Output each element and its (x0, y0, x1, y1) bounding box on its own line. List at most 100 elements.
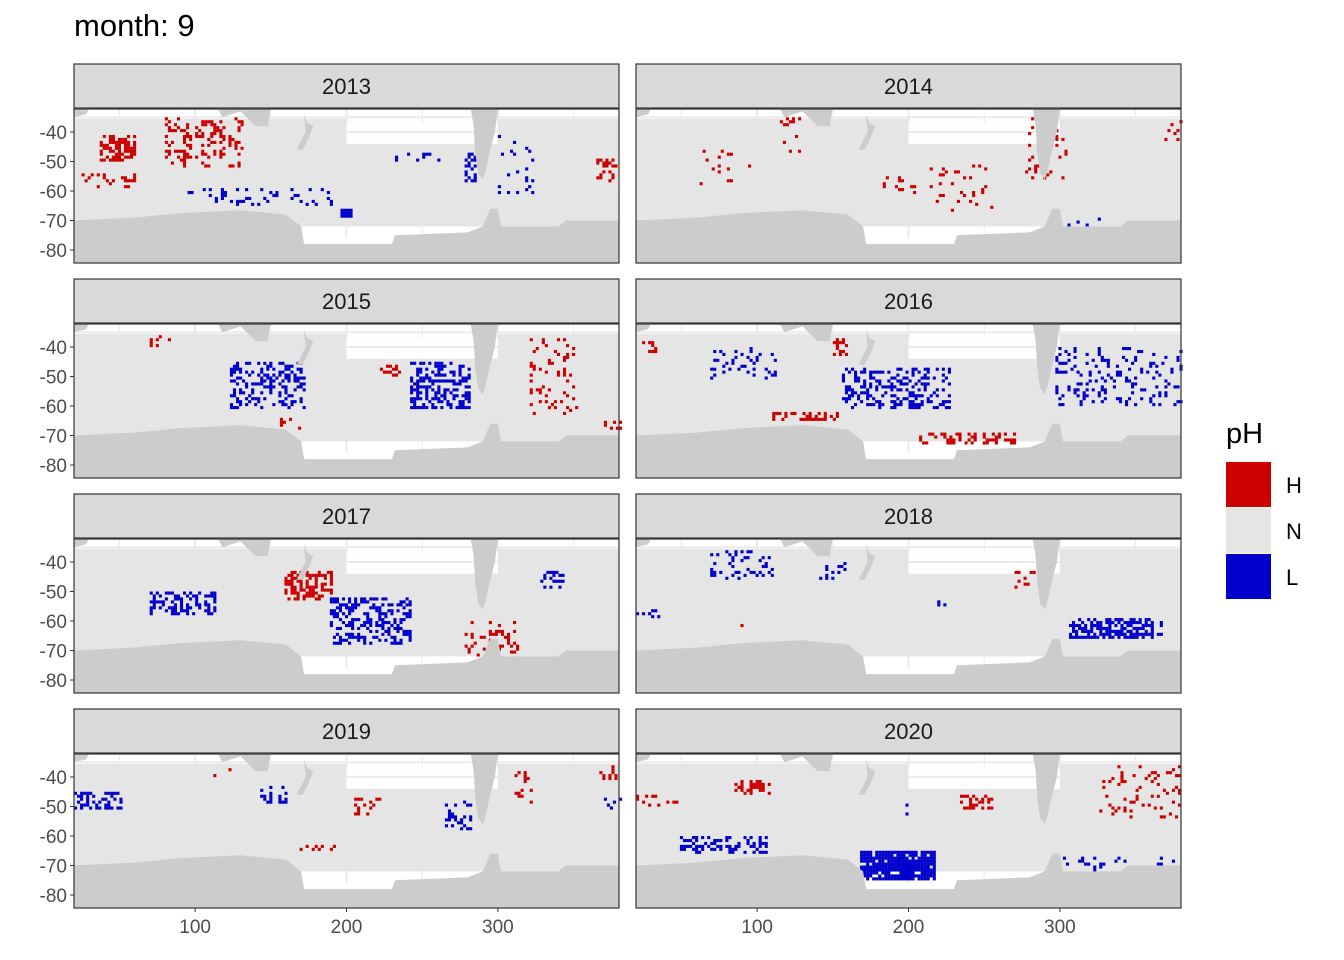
anomaly-cell-l (1061, 394, 1065, 398)
anomaly-cell-h (130, 155, 134, 159)
anomaly-cell-l (1090, 621, 1094, 625)
anomaly-cell-h (740, 785, 744, 789)
anomaly-cell-l (1124, 358, 1129, 362)
anomaly-cell-l (467, 394, 471, 398)
anomaly-cell-l (929, 874, 933, 878)
anomaly-cell-l (349, 214, 353, 218)
anomaly-cell-l (728, 367, 732, 371)
anomaly-cell-l (1144, 623, 1148, 628)
anomaly-cell-l (648, 612, 652, 616)
anomaly-cell-l (890, 388, 894, 392)
anomaly-cell-l (908, 400, 912, 404)
anomaly-cell-l (229, 394, 234, 398)
anomaly-cell-h (394, 364, 399, 368)
anomaly-cell-h (314, 591, 318, 595)
anomaly-cell-l (210, 591, 214, 595)
anomaly-cell-h (287, 597, 291, 601)
anomaly-cell-l (251, 388, 255, 392)
anomaly-cell-l (399, 603, 403, 607)
anomaly-cell-h (817, 417, 821, 421)
anomaly-cell-l (1103, 388, 1107, 392)
anomaly-cell-l (869, 394, 873, 398)
anomaly-cell-l (905, 862, 909, 866)
anomaly-cell-h (782, 140, 786, 144)
anomaly-cell-h (114, 158, 118, 162)
anomaly-cell-h (308, 576, 312, 580)
anomaly-cell-l (905, 370, 909, 374)
anomaly-cell-l (402, 629, 406, 633)
anomaly-cell-l (1084, 635, 1088, 639)
anomaly-cell-l (716, 358, 720, 362)
anomaly-cell-l (284, 403, 288, 407)
anomaly-cell-l (770, 573, 774, 577)
anomaly-cell-l (896, 367, 900, 371)
anomaly-cell-l (866, 853, 870, 857)
anomaly-cell-l (761, 556, 765, 560)
anomaly-cell-l (905, 812, 909, 816)
anomaly-cell-l (1152, 376, 1156, 380)
anomaly-cell-l (875, 379, 879, 383)
anomaly-cell-l (941, 379, 945, 383)
anomaly-cell-l (257, 397, 261, 401)
anomaly-cell-l (242, 379, 246, 383)
anomaly-cell-h (953, 170, 958, 174)
anomaly-cell-l (195, 597, 199, 601)
anomaly-cell-l (416, 388, 420, 392)
anomaly-cell-l (525, 167, 529, 171)
anomaly-cell-h (829, 414, 833, 418)
anomaly-cell-h (237, 120, 241, 124)
facet-strip (635, 493, 1182, 539)
anomaly-cell-l (920, 859, 924, 863)
anomaly-cell-l (905, 803, 909, 807)
anomaly-cell-h (514, 774, 518, 778)
anomaly-cell-l (1090, 623, 1094, 628)
anomaly-cell-h (111, 158, 115, 162)
anomaly-cell-h (529, 379, 533, 383)
y-tick-label: -80 (40, 241, 67, 262)
anomaly-cell-l (473, 164, 477, 168)
anomaly-cell-l (728, 553, 732, 557)
anomaly-cell-l (920, 394, 924, 398)
anomaly-cell-l (232, 388, 237, 392)
anomaly-cell-l (929, 862, 933, 866)
anomaly-cell-l (1161, 361, 1165, 365)
anomaly-cell-l (863, 379, 867, 383)
anomaly-cell-l (422, 403, 426, 407)
no-data-area (908, 123, 1060, 144)
anomaly-cell-l (98, 800, 102, 804)
anomaly-cell-h (1037, 164, 1041, 168)
anomaly-cell-l (737, 844, 741, 848)
anomaly-cell-l (260, 794, 264, 798)
anomaly-cell-h (651, 794, 655, 798)
anomaly-cell-l (464, 379, 468, 383)
anomaly-cell-l (170, 606, 174, 610)
anomaly-cell-l (528, 149, 532, 153)
anomaly-cell-l (446, 400, 450, 404)
anomaly-cell-l (266, 364, 270, 368)
anomaly-cell-l (914, 862, 918, 866)
anomaly-cell-l (914, 394, 918, 398)
anomaly-cell-h (919, 438, 923, 442)
anomaly-cell-l (1088, 373, 1092, 377)
anomaly-cell-h (608, 161, 612, 165)
anomaly-cell-h (329, 579, 333, 583)
anomaly-cell-l (905, 856, 909, 860)
anomaly-cell-h (123, 137, 128, 142)
anomaly-cell-h (1153, 771, 1157, 775)
no-data-area (346, 123, 498, 144)
anomaly-cell-l (929, 850, 933, 854)
anomaly-cell-l (866, 388, 870, 392)
anomaly-cell-h (752, 785, 756, 789)
anomaly-cell-l (698, 850, 702, 854)
anomaly-cell-h (1177, 774, 1182, 778)
anomaly-cell-l (920, 400, 924, 404)
anomaly-cell-h (919, 435, 923, 439)
anomaly-cell-h (946, 441, 950, 445)
anomaly-cell-l (1097, 352, 1101, 357)
anomaly-cell-l (419, 367, 423, 371)
antarctica-land (74, 853, 619, 908)
anomaly-cell-l (266, 376, 270, 380)
anomaly-cell-l (905, 382, 909, 386)
anomaly-cell-l (1135, 626, 1139, 631)
anomaly-cell-h (841, 338, 845, 342)
